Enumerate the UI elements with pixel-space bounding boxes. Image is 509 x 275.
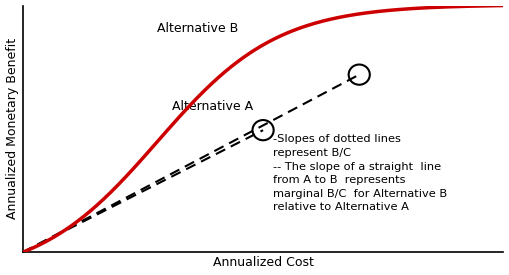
Text: Alternative B: Alternative B — [157, 22, 239, 35]
X-axis label: Annualized Cost: Annualized Cost — [213, 257, 314, 269]
Text: Alternative A: Alternative A — [172, 100, 253, 113]
Y-axis label: Annualized Monetary Benefit: Annualized Monetary Benefit — [6, 38, 18, 219]
Text: -Slopes of dotted lines
represent B/C
-- The slope of a straight  line
from A to: -Slopes of dotted lines represent B/C --… — [273, 134, 447, 212]
